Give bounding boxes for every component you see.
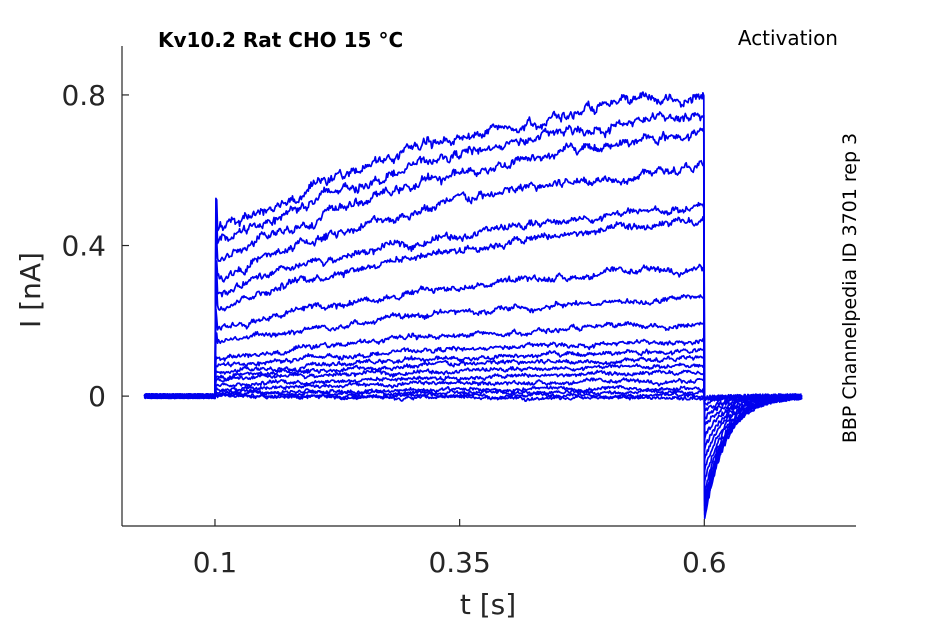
- chart-title: Kv10.2 Rat CHO 15 °C: [158, 28, 403, 52]
- x-axis-label: t [s]: [460, 588, 516, 621]
- y-tick-label: 0.8: [61, 79, 106, 112]
- current-trace-9: [143, 347, 803, 451]
- x-tick-label: 0.35: [428, 546, 490, 579]
- trace-group: [143, 91, 803, 520]
- y-tick-label: 0.4: [61, 230, 106, 263]
- current-trace-7: [143, 362, 803, 426]
- current-trace-13: [144, 263, 803, 496]
- current-trace-8: [143, 355, 802, 440]
- current-trace-1: [143, 392, 802, 403]
- protocol-label: Activation: [738, 26, 838, 50]
- source-id-label: BBP Channelpedia ID 3701 rep 3: [839, 133, 861, 443]
- current-trace-14: [143, 216, 803, 501]
- current-trace-15: [144, 201, 803, 503]
- current-trace-5: [143, 377, 803, 412]
- current-trace-6: [143, 369, 803, 420]
- x-tick-label: 0.6: [682, 546, 727, 579]
- current-trace-10: [143, 337, 802, 460]
- y-tick-label: 0: [88, 380, 106, 413]
- y-axis-label: I [nA]: [14, 252, 47, 328]
- current-trace-16: [143, 159, 803, 507]
- x-tick-label: 0.1: [193, 546, 238, 579]
- current-trace-18: [143, 111, 803, 516]
- tick-group: 0.1 0.35 0.6 0 0.4 0.8: [61, 79, 726, 579]
- current-trace-17: [143, 127, 803, 512]
- current-trace-12: [144, 294, 803, 483]
- current-trace-3: [143, 388, 803, 402]
- current-trace-19: [143, 91, 803, 520]
- current-trace-11: [144, 321, 803, 472]
